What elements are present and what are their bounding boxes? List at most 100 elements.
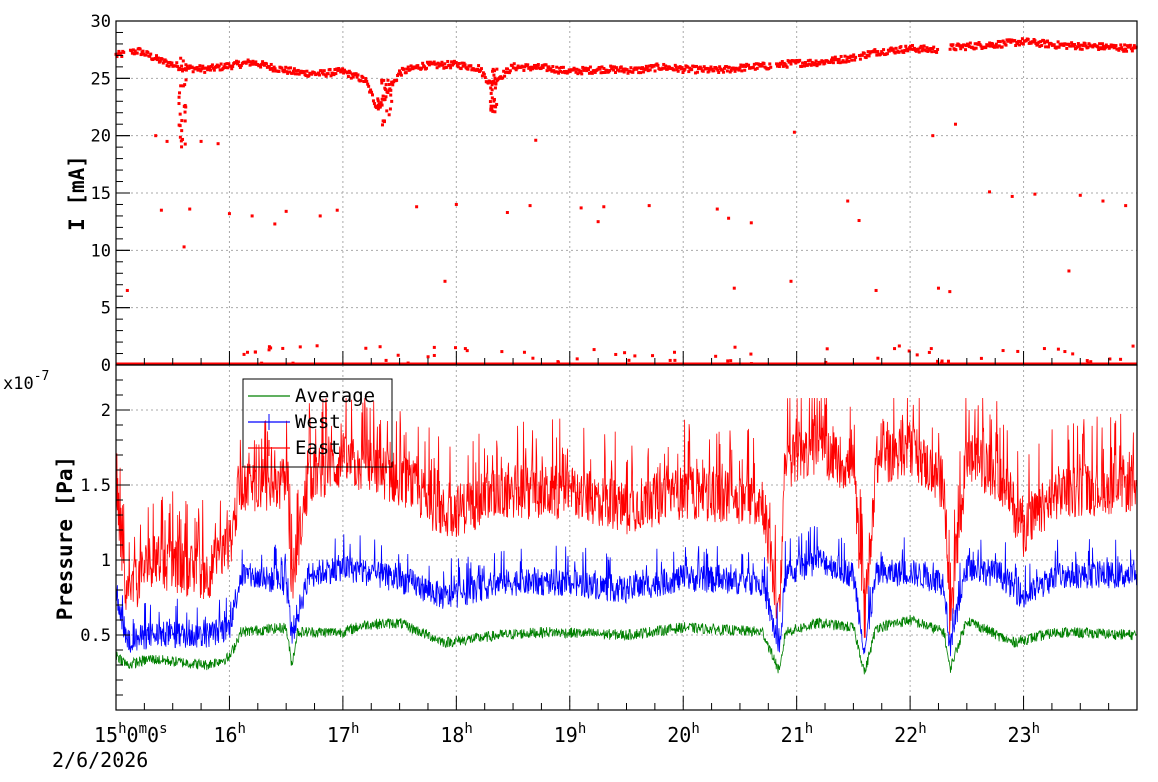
current-outlier-point (200, 140, 203, 143)
current-point (179, 113, 182, 116)
current-low-point (1016, 350, 1019, 353)
current-point (854, 56, 857, 59)
pressure-y-axis-label: Pressure [Pa] (53, 456, 77, 620)
current-point (656, 64, 659, 67)
current-point (815, 59, 818, 62)
current-point (390, 100, 393, 103)
current-point (930, 50, 933, 53)
current-outlier-point (1079, 194, 1082, 197)
current-point (526, 63, 529, 66)
current-point (458, 62, 461, 65)
current-y-tick-label: 20 (91, 127, 111, 147)
current-point (490, 105, 493, 108)
current-low-point (1086, 359, 1089, 362)
current-point (185, 78, 188, 81)
current-point (503, 75, 506, 78)
current-point (631, 71, 634, 74)
current-low-point (593, 348, 596, 351)
current-point (180, 119, 183, 122)
current-y-axis-label: I [mA] (65, 155, 89, 231)
current-point (995, 43, 998, 46)
current-point (1053, 43, 1056, 46)
current-point (863, 52, 866, 55)
current-point (377, 99, 380, 102)
current-point (506, 67, 509, 70)
current-low-point (427, 355, 430, 358)
current-point (843, 55, 846, 58)
current-point (717, 71, 720, 74)
current-point (209, 69, 212, 72)
current-y-tick-label: 15 (91, 184, 111, 204)
current-point (179, 124, 182, 127)
current-point (847, 60, 850, 63)
current-point (545, 63, 548, 66)
current-point (495, 103, 498, 106)
current-point (654, 69, 657, 72)
pressure-y-tick-label: 1 (101, 551, 111, 571)
current-outlier-point (858, 219, 861, 222)
current-point (449, 66, 452, 69)
legend-label-average: Average (295, 385, 375, 407)
current-point (334, 72, 337, 75)
current-point (416, 64, 419, 67)
current-low-point (385, 359, 388, 362)
current-point (904, 45, 907, 48)
current-point (381, 104, 384, 107)
current-point (180, 65, 183, 68)
pressure-y-tick-label: 1.5 (80, 476, 111, 496)
current-point (838, 58, 841, 61)
current-outlier-point (789, 280, 792, 283)
current-point (277, 70, 280, 73)
current-point (681, 66, 684, 69)
current-low-point (916, 353, 919, 356)
current-low-point (633, 354, 636, 357)
current-point (876, 50, 879, 53)
current-point (493, 110, 496, 113)
current-point (385, 109, 388, 112)
current-point (347, 75, 350, 78)
current-point (859, 58, 862, 61)
current-outlier-point (217, 142, 220, 145)
current-point (579, 70, 582, 73)
current-low-point (433, 354, 436, 357)
current-point (385, 83, 388, 86)
current-point (840, 55, 843, 58)
current-outlier-point (1011, 195, 1014, 198)
current-point (800, 65, 803, 68)
current-point (122, 51, 125, 54)
current-point (325, 75, 328, 78)
current-point (911, 44, 914, 47)
current-point (367, 85, 370, 88)
current-point (259, 66, 262, 69)
current-point (1046, 40, 1049, 43)
current-point (768, 62, 771, 65)
current-outlier-point (875, 289, 878, 292)
current-point (480, 67, 483, 70)
current-point (1101, 42, 1104, 45)
current-point (146, 51, 149, 54)
current-y-tick-label: 0 (101, 356, 111, 376)
current-point (1131, 49, 1134, 52)
current-point (371, 93, 374, 96)
current-point (180, 139, 183, 142)
current-y-tick-label: 10 (91, 241, 111, 261)
current-point (1129, 44, 1132, 47)
current-point (1119, 43, 1122, 46)
current-low-point (260, 362, 263, 365)
current-outlier-point (336, 209, 339, 212)
current-point (696, 71, 699, 74)
current-point (446, 60, 449, 63)
current-point (464, 63, 467, 66)
current-low-point (876, 357, 879, 360)
current-point (192, 70, 195, 73)
current-point (664, 64, 667, 67)
current-point (440, 61, 443, 64)
current-point (489, 108, 492, 111)
current-low-point (898, 344, 901, 347)
current-point (157, 57, 160, 60)
current-point (853, 59, 856, 62)
current-point (1044, 45, 1047, 48)
current-point (400, 74, 403, 77)
current-point (923, 44, 926, 47)
current-point (175, 61, 178, 64)
